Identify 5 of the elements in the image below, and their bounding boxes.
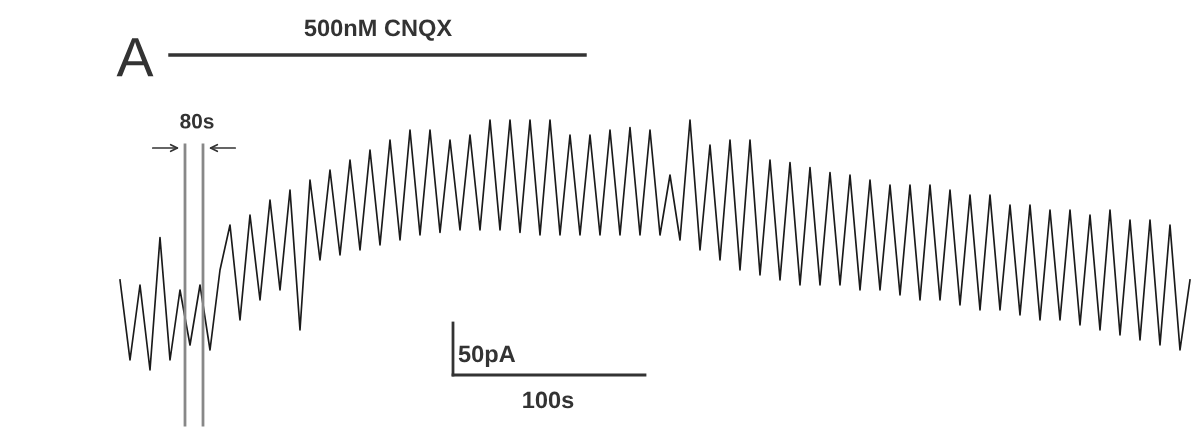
text: 500nM CNQX xyxy=(304,19,452,41)
annotation: 50pA xyxy=(458,345,516,367)
annotation: 80s xyxy=(180,113,214,129)
text: 100s xyxy=(523,391,574,409)
text: A xyxy=(116,38,154,77)
